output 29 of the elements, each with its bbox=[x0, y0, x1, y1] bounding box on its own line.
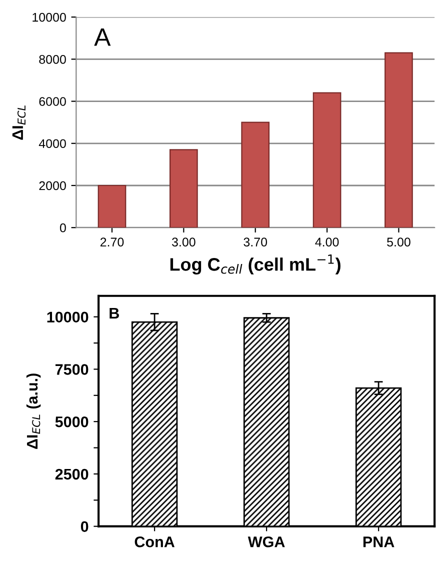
x-tick-label: 2.70 bbox=[100, 238, 124, 247]
annotation: A bbox=[94, 28, 111, 46]
y-tick-label: 0 bbox=[60, 223, 66, 232]
y-tick-label: 10000 bbox=[32, 12, 66, 22]
x-tick-label: 3.70 bbox=[244, 238, 268, 247]
annotation: B bbox=[110, 308, 119, 318]
y-tick-label: 10000 bbox=[47, 312, 88, 323]
x-tick-label: 3.00 bbox=[172, 238, 196, 247]
y-tick-label: 0 bbox=[80, 521, 88, 532]
y-tick-label: 2500 bbox=[55, 468, 88, 480]
y-tick-label: 5000 bbox=[55, 416, 88, 428]
y-tick-label: 7500 bbox=[56, 364, 88, 375]
y-axis-title: ΔI$_{ECL}$ (a.u.) bbox=[26, 374, 41, 449]
x-tick-label: 4.00 bbox=[315, 238, 339, 247]
y-axis-title: ΔI$_{ECL}$ bbox=[12, 105, 26, 140]
x-tick-label: ConA bbox=[134, 536, 175, 548]
x-tick-label: WGA bbox=[248, 536, 285, 548]
x-axis-title: Log C$_{cell}$ (cell mL$^{−1}$) bbox=[170, 254, 340, 274]
bar bbox=[312, 92, 342, 228]
bar bbox=[384, 52, 413, 228]
y-tick-label: 6000 bbox=[39, 97, 66, 106]
x-tick-label: PNA bbox=[363, 536, 394, 548]
y-tick-label: 8000 bbox=[39, 54, 66, 64]
y-tick-label: 2000 bbox=[39, 181, 66, 190]
bar bbox=[170, 149, 198, 228]
bar bbox=[98, 184, 126, 228]
x-tick-label: 5.00 bbox=[387, 238, 410, 247]
y-tick-label: 4000 bbox=[38, 139, 66, 148]
bar bbox=[241, 122, 270, 228]
